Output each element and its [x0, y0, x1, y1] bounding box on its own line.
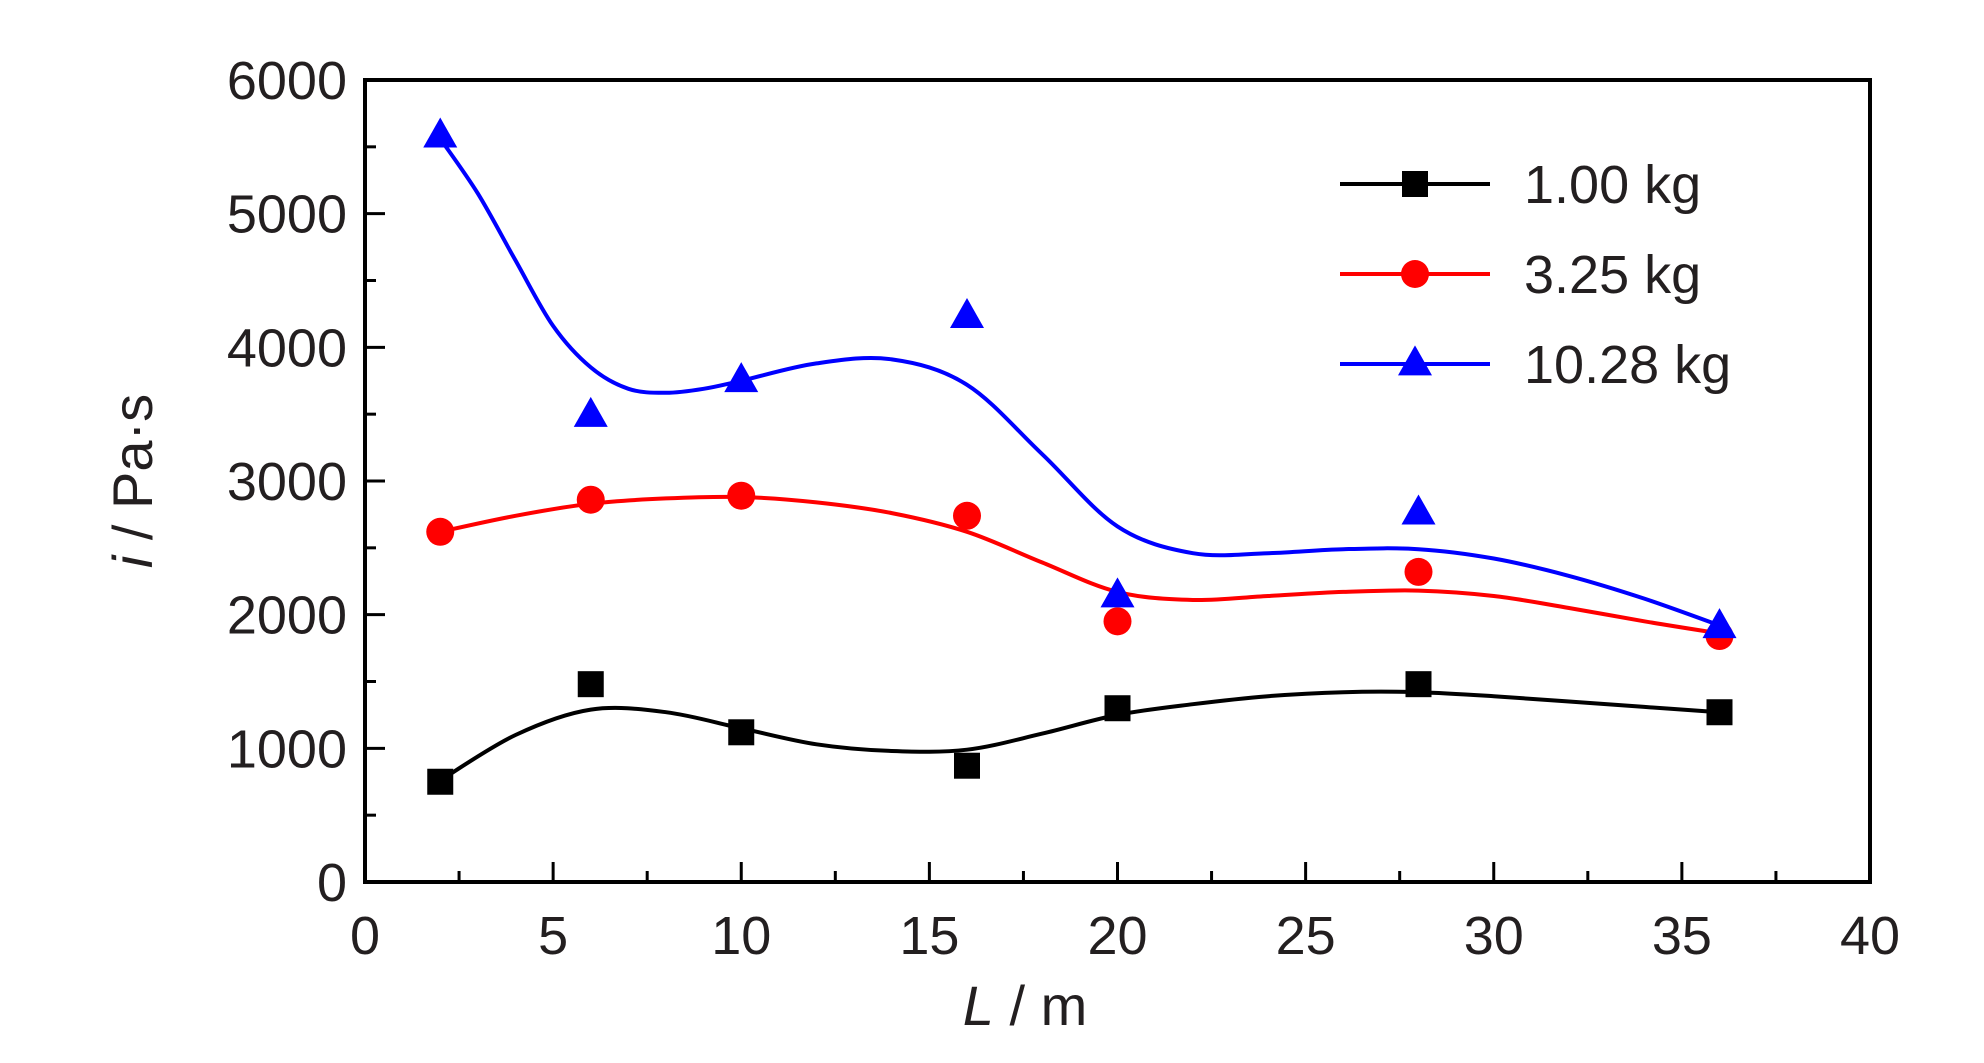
legend-marker — [1398, 345, 1432, 376]
y-axis-label: i / Pa·s — [101, 394, 164, 568]
x-tick-label: 35 — [1652, 906, 1712, 966]
y-axis-unit: / Pa·s — [101, 394, 164, 556]
series-1-point — [1706, 699, 1733, 726]
x-tick-label: 25 — [1276, 906, 1336, 966]
series-2-point — [953, 501, 981, 530]
axes-layer: 0 5 10 15 20 25 30 35 40 0 1000 2000 3000 4000 5000 600… — [227, 51, 1900, 966]
legend-label: 10.28 kg — [1524, 335, 1731, 395]
series-3 — [423, 117, 1737, 639]
x-tick-label: 10 — [711, 906, 771, 966]
legend: 1.00 kg 3.25 kg 10.28 kg — [1340, 155, 1731, 395]
x-tick-label: 30 — [1464, 906, 1524, 966]
series-2-fit-line — [439, 494, 1720, 636]
series-1-point — [1104, 695, 1131, 722]
legend-item: 10.28 kg — [1340, 335, 1731, 395]
series-3-point — [950, 297, 984, 328]
legend-item: 1.00 kg — [1340, 155, 1701, 215]
x-tick-label: 40 — [1840, 906, 1900, 966]
series-1-fit-line — [439, 689, 1720, 783]
series-3-fit-line — [438, 137, 1721, 628]
series-2-point — [426, 517, 455, 546]
series-1 — [427, 671, 1733, 795]
series-1-point — [1405, 671, 1432, 698]
y-tick-label: 0 — [317, 853, 347, 913]
series-3-point — [1401, 494, 1436, 525]
y-tick-label: 3000 — [227, 452, 347, 512]
x-tick-label: 5 — [538, 906, 568, 966]
y-axis-variable: i — [101, 554, 164, 568]
series-1-point — [954, 752, 980, 779]
series-3-point — [1702, 608, 1737, 639]
x-axis-variable: L — [963, 974, 994, 1037]
y-tick-label: 1000 — [227, 719, 347, 779]
series-1-point — [427, 768, 454, 795]
legend-marker — [1402, 171, 1428, 197]
y-tick-label: 6000 — [227, 51, 347, 111]
x-tick-label: 15 — [899, 906, 959, 966]
series-3-point — [1100, 577, 1135, 608]
x-tick-label: 20 — [1087, 906, 1147, 966]
series-3-point — [423, 117, 458, 148]
series-3-point — [724, 362, 759, 393]
legend-marker — [1401, 260, 1429, 288]
series-1-point — [728, 719, 755, 746]
series-1-point — [577, 671, 604, 698]
x-tick-label: 0 — [350, 906, 380, 966]
y-tick-label: 5000 — [227, 185, 347, 245]
series-2-point — [1404, 557, 1433, 586]
legend-item: 3.25 kg — [1340, 245, 1701, 305]
legend-label: 1.00 kg — [1524, 155, 1701, 215]
series-2-point — [727, 481, 756, 510]
y-tick-label: 4000 — [227, 318, 347, 378]
series-layer — [423, 117, 1737, 795]
series-2-point — [576, 485, 605, 514]
legend-label: 3.25 kg — [1524, 245, 1701, 305]
x-axis-unit: / m — [994, 974, 1087, 1037]
y-tick-label: 2000 — [227, 586, 347, 646]
series-3-point — [573, 396, 608, 427]
series-2-point — [1103, 607, 1132, 636]
x-axis-label: L / m — [963, 974, 1087, 1037]
